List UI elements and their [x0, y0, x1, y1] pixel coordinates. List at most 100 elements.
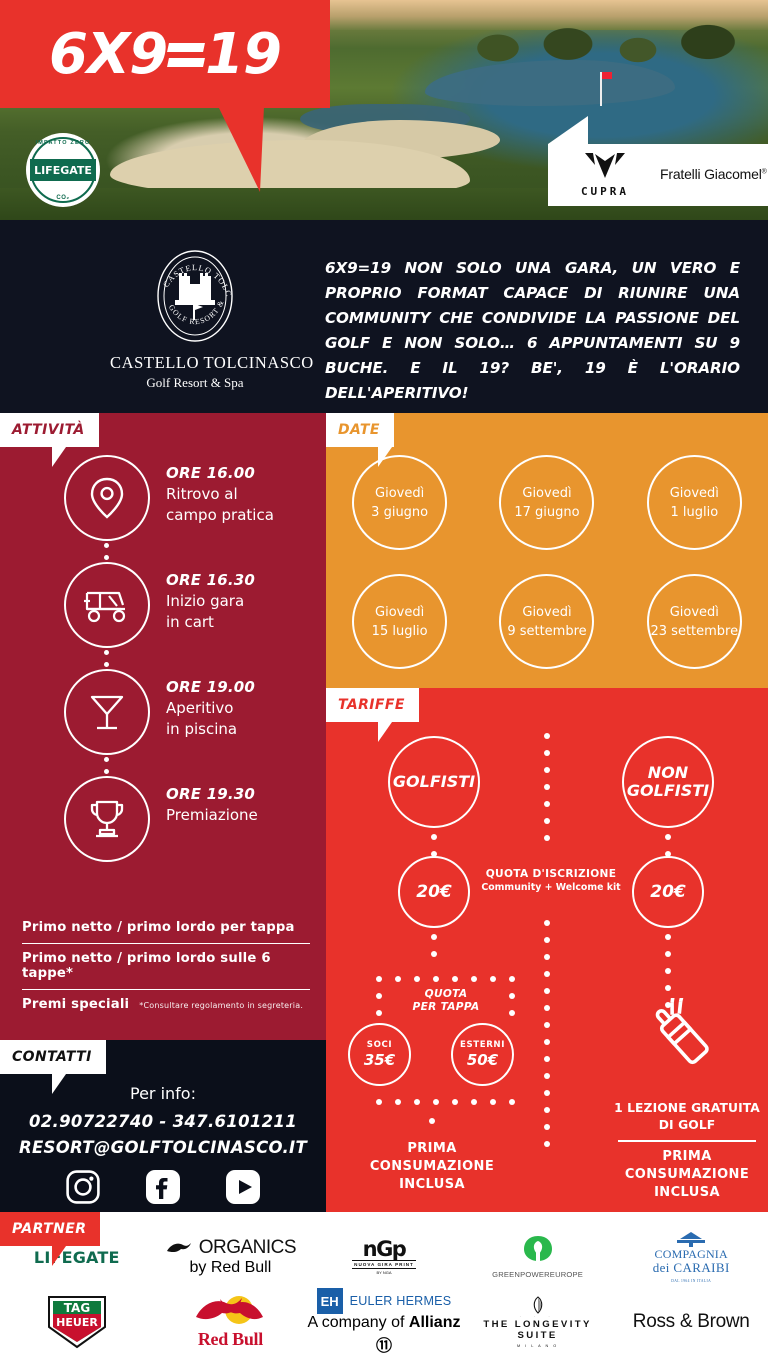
activity-desc-line1: Inizio gara	[166, 592, 245, 610]
longevity-leaf-icon	[533, 1296, 542, 1314]
quota-iscrizione-sub: Community + Welcome kit	[481, 882, 621, 893]
prize-row: Primo netto / primo lordo per tappa	[22, 913, 310, 944]
lezione-line2: DI GOLF	[658, 1118, 716, 1132]
activity-icon-circle	[64, 669, 150, 755]
golfisti-connector-dots-2	[431, 934, 437, 968]
date-grid: Giovedì 3 giugno Giovedì 17 giugno Giove…	[326, 443, 768, 681]
activity-icon-circle	[64, 455, 150, 541]
redbull-logo-icon	[196, 1295, 264, 1324]
quota-box-left-dots	[376, 993, 382, 1027]
intro-paragraph: 6X9=19 NON SOLO UNA GARA, UN VERO E PROP…	[325, 259, 740, 402]
longevity-dot-row: · · ·	[519, 1314, 556, 1319]
golfisti-label: GOLFISTI	[392, 772, 476, 791]
esterni-circle[interactable]: ESTERNI 50€	[451, 1023, 514, 1086]
location-pin-icon	[90, 477, 124, 519]
date-day: Giovedì	[375, 604, 425, 620]
date-value: 3 giugno	[371, 504, 429, 520]
tariffe-tag-label: TARIFFE	[338, 697, 405, 713]
svg-text:TAG: TAG	[64, 1301, 90, 1315]
sponsor-panel-notch	[548, 116, 588, 144]
caraibi-line2: dei CARAIBI	[652, 1260, 730, 1275]
attivita-tag: ATTIVITÀ	[0, 413, 99, 467]
lifegate-badge: IMPATTO ZERO LIFEGATE CO₂	[26, 133, 100, 207]
tag-tail	[52, 447, 80, 467]
tag-tail	[378, 722, 406, 742]
partner-tag: PARTNER	[0, 1212, 101, 1266]
caraibi-line1: COMPAGNIA	[654, 1247, 728, 1261]
activity-time: ORE 16.30	[166, 571, 256, 589]
ngp-subtext: NUOVA GIRA PRINT	[352, 1260, 416, 1269]
hero-banner	[0, 0, 768, 220]
eulerhermes-lockup: EH EULER HERMES	[316, 1288, 452, 1314]
date-circle[interactable]: Giovedì 9 settembre	[499, 574, 595, 669]
prize-row: Premi speciali *Consultare regolamento i…	[22, 990, 310, 1020]
tariffe-tag: TARIFFE	[326, 688, 419, 742]
activity-time: ORE 19.30	[166, 785, 256, 803]
left-footer-connector-dots	[429, 1118, 435, 1135]
longevity-line3: M I L A N O	[516, 1344, 559, 1348]
tree-line	[468, 14, 768, 66]
partner-logo-compagnia-caraibi: COMPAGNIA dei CARAIBI DAL 1964 IN ITALIA	[653, 1231, 730, 1283]
date-value: 15 luglio	[371, 623, 428, 639]
phone-numbers[interactable]: 02.90722740 - 347.6101211	[29, 1112, 297, 1131]
esterni-label: ESTERNI	[460, 1040, 505, 1050]
activity-desc-line1: Ritrovo al	[166, 485, 238, 503]
ngp-subtext-2: BY NGA	[376, 1270, 392, 1275]
date-circle[interactable]: Giovedì 23 settembre	[646, 574, 742, 669]
partner-row-1: LIFEGATE ORGANICS by Red Bull nGp NUOVA …	[0, 1226, 768, 1288]
date-circle[interactable]: Giovedì 1 luglio	[646, 455, 742, 550]
facebook-icon[interactable]	[146, 1170, 180, 1204]
redbull-wordmark: Red Bull	[197, 1328, 263, 1349]
date-value: 17 giugno	[514, 504, 580, 520]
activity-desc: Ritrovo al campo pratica	[166, 484, 274, 526]
timeline-connector-dots	[104, 650, 110, 674]
center-dotted-line-top	[544, 733, 550, 852]
partner-logo-eulerhermes: EH EULER HERMES A company of Allianz ⑪	[307, 1288, 461, 1356]
golf-flag-icon	[600, 72, 612, 106]
quota-box-right-dots	[509, 993, 515, 1027]
rossbrown-wordmark: Ross & Brown	[632, 1311, 750, 1332]
prize-row: Primo netto / primo lordo sulle 6 tappe*	[22, 944, 310, 990]
youtube-icon[interactable]	[226, 1170, 260, 1204]
activity-text: ORE 16.00 Ritrovo al campo pratica	[166, 464, 274, 526]
email-address[interactable]: RESORT@GOLFTOLCINASCO.IT	[18, 1138, 308, 1157]
tagheuer-shield-icon: TAG HEUER	[47, 1296, 106, 1349]
activity-desc: Inizio gara in cart	[166, 591, 255, 633]
per-info-label: Per info:	[130, 1084, 196, 1103]
dealer-label: Fratelli Giacomel	[660, 166, 762, 182]
date-value: 23 settembre	[650, 623, 739, 639]
caraibi-line3: DAL 1964 IN ITALIA	[671, 1279, 712, 1283]
equals-icon	[167, 39, 206, 69]
partner-logo-tagheuer: TAG HEUER	[45, 1295, 109, 1349]
quota-per-tappa-label: QUOTA PER TAPPA	[381, 988, 511, 1014]
water-hazard-1	[425, 60, 675, 106]
date-circle[interactable]: Giovedì 3 giugno	[352, 455, 448, 550]
activity-desc-line1: Aperitivo	[166, 699, 234, 717]
right-footer-line1: PRIMA	[662, 1149, 712, 1164]
non-golfisti-line1: NON	[647, 763, 689, 782]
non-golfisti-connector-dots	[665, 834, 671, 868]
timeline-connector-dots	[104, 543, 110, 567]
golfisti-circle[interactable]: GOLFISTI	[388, 736, 480, 828]
registered-mark: ®	[761, 168, 767, 176]
activity-time: ORE 19.00	[166, 678, 256, 696]
instagram-icon[interactable]	[66, 1170, 100, 1204]
non-golfisti-label: NON GOLFISTI	[627, 764, 709, 800]
castello-tolcinasco-logo: CASTELLO TOLCINASCO GOLF RESORT & SPA CA…	[110, 239, 313, 391]
eulerhermes-badge: EH	[316, 1288, 343, 1314]
partner-logo-redbull: Red Bull	[193, 1295, 267, 1350]
attivita-section: ATTIVITÀ ORE 16.00 Ritrovo al campo prat…	[0, 413, 326, 1040]
quota-line1: QUOTA	[424, 988, 468, 1000]
title-bubble: 6X9 19	[0, 0, 330, 108]
soci-circle[interactable]: SOCI 35€	[348, 1023, 411, 1086]
date-circle[interactable]: Giovedì 17 giugno	[499, 455, 595, 550]
left-footer-line2: CONSUMAZIONE	[369, 1159, 495, 1174]
organics-lockup: ORGANICS	[165, 1237, 297, 1259]
date-circle[interactable]: Giovedì 15 luglio	[352, 574, 448, 669]
cupra-wordmark: CUPRA	[580, 185, 630, 198]
non-golfisti-circle[interactable]: NON GOLFISTI	[622, 736, 714, 828]
partner-section: PARTNER LIFEGATE ORGANICS by Red Bull	[0, 1212, 768, 1365]
partner-logo-ngp: nGp NUOVA GIRA PRINT BY NGA	[352, 1239, 416, 1275]
castello-seal-icon: CASTELLO TOLCINASCO GOLF RESORT & SPA	[141, 239, 245, 346]
activity-desc-line2: campo pratica	[166, 506, 274, 524]
